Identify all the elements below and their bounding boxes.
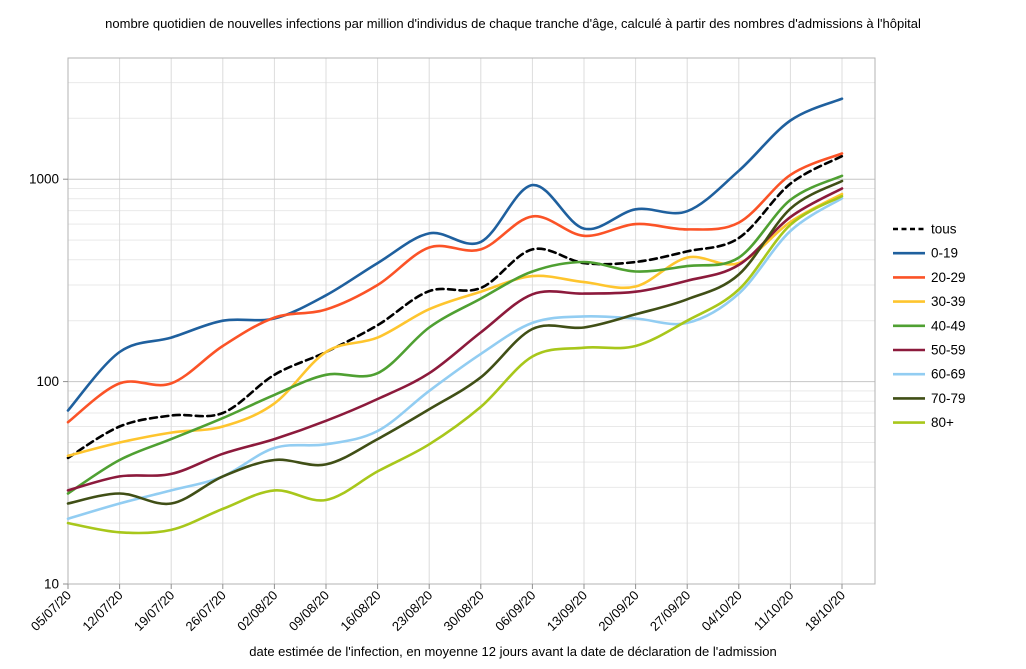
chart-title: nombre quotidien de nouvelles infections… (105, 16, 921, 31)
x-tick-label: 20/09/20 (595, 588, 641, 634)
x-tick-label: 06/09/20 (492, 588, 538, 634)
x-tick-label: 18/10/20 (802, 588, 848, 634)
legend-label: 60-69 (931, 367, 966, 382)
legend-label: 80+ (931, 415, 954, 430)
x-tick-label: 13/09/20 (544, 588, 590, 634)
x-tick-label: 30/08/20 (441, 588, 487, 634)
series-line-20-29 (66, 152, 844, 424)
plot-border (67, 57, 876, 585)
legend-item: tous (893, 222, 957, 237)
legend-item: 80+ (893, 415, 954, 430)
series-line-70-79 (66, 179, 844, 506)
x-tick-label: 04/10/20 (699, 588, 745, 634)
x-tick-label: 02/08/20 (234, 588, 280, 634)
x-tick-label: 23/08/20 (389, 588, 435, 634)
legend-item: 70-79 (893, 391, 966, 406)
x-tick-label: 19/07/20 (131, 588, 177, 634)
legend-label: tous (931, 222, 957, 237)
series-line-80+ (66, 194, 844, 535)
x-tick-label: 27/09/20 (647, 588, 693, 634)
x-tick-label: 05/07/20 (28, 588, 74, 634)
y-tick-label: 10 (44, 577, 59, 592)
legend-item: 30-39 (893, 294, 966, 309)
legend-label: 0-19 (931, 246, 958, 261)
x-tick-label: 09/08/20 (286, 588, 332, 634)
legend-item: 50-59 (893, 343, 966, 358)
legend-label: 50-59 (931, 343, 966, 358)
series-line-50-59 (66, 187, 844, 492)
series-line-30-39 (66, 192, 844, 458)
series-line-tous (66, 154, 844, 460)
legend-label: 70-79 (931, 391, 966, 406)
series-line-0-19 (66, 97, 844, 412)
x-tick-label: 16/08/20 (337, 588, 383, 634)
legend-label: 20-29 (931, 270, 966, 285)
legend-label: 30-39 (931, 294, 966, 309)
legend-item: 20-29 (893, 270, 966, 285)
x-tick-label: 11/10/20 (751, 588, 797, 634)
x-axis-label: date estimée de l'infection, en moyenne … (249, 644, 777, 659)
legend-item: 40-49 (893, 318, 966, 333)
y-tick-label: 100 (36, 374, 59, 389)
series-line-60-69 (66, 197, 844, 521)
legend-label: 40-49 (931, 318, 966, 333)
series-line-40-49 (66, 174, 844, 495)
y-tick-label: 1000 (29, 172, 59, 187)
x-tick-label: 12/07/20 (79, 588, 125, 634)
legend-item: 60-69 (893, 367, 966, 382)
x-tick-label: 26/07/20 (183, 588, 229, 634)
legend-item: 0-19 (893, 246, 958, 261)
